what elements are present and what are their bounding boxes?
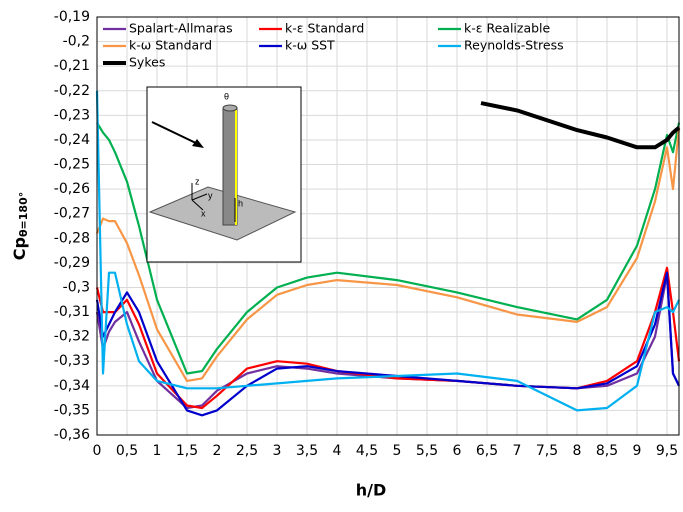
x-tick-label: 8,5 [596,443,618,459]
inset-label: θ [224,91,229,101]
x-tick-label: 2 [213,443,222,459]
y-tick-label: -0,21 [54,58,90,74]
legend-label: k-ω Standard [129,38,212,53]
inset: θ z y x h [146,86,302,263]
x-tick-label: 7,5 [536,443,558,459]
lines [95,90,681,417]
legend-label: Reynolds-Stress [464,38,564,53]
y-tick-label: -0,25 [54,157,90,173]
x-tick-label: 5,5 [416,443,438,459]
x-tick-label: 9,5 [656,443,678,459]
legend-label: Spalart-Allmaras [129,21,233,36]
y-tick-label: -0,34 [54,378,90,394]
inset-arrowhead [192,139,204,148]
x-tick-label: 4 [333,443,342,459]
x-tick-label: 1,5 [176,443,198,459]
y-tick-label: -0,29 [54,255,90,271]
y-tick-label: -0,3 [63,279,90,295]
y-tick-label: -0,32 [54,329,90,345]
inset-axis-x [191,199,204,211]
inset-arrow [151,121,201,146]
x-tick-label: 0 [93,443,102,459]
legend: Spalart-Allmaras k-ε Standard k-ε Realizab… [103,21,564,70]
plot-frame [96,16,680,436]
y-tick-label: -0,33 [54,353,90,369]
inset-label: h [238,198,243,208]
series-line [96,122,681,375]
x-tick-label: 2,5 [236,443,258,459]
x-axis-label: h/D [356,481,387,500]
inset-label: y [208,190,213,200]
inset-label: x [201,208,206,218]
x-tick-label: 3 [273,443,282,459]
y-label-sub: θ=180° [17,192,30,237]
x-tick-label: 8 [573,443,582,459]
y-tick-label: -0,36 [54,427,90,443]
x-tick-label: 3,5 [296,443,318,459]
y-tick-label: -0,23 [54,107,90,123]
inset-top [222,104,238,112]
legend-label: k-ω SST [285,38,335,53]
y-tick-label: -0,26 [54,181,90,197]
y-tick-label: -0,28 [54,230,90,246]
y-tick-label: -0,27 [54,206,90,222]
x-tick-label: 7 [513,443,522,459]
inset-axis-y [191,193,208,201]
x-tick-label: 9 [633,443,642,459]
x-tick-label: 1 [153,443,162,459]
legend-label: k-ε Realizable [464,21,551,36]
x-tick-label: 4,5 [356,443,378,459]
series-line [95,127,681,382]
y-axis-label: Cpθ=180° [10,192,31,260]
legend-label: Sykes [129,55,165,70]
y-tick-label: -0,22 [54,83,90,99]
inset-label: z [195,176,200,186]
series-line [95,90,680,412]
y-tick-label: -0,19 [54,9,90,25]
x-tick-label: 6 [453,443,462,459]
x-tick-label: 5 [393,443,402,459]
y-tick-label: -0,2 [63,34,90,50]
series-line [480,101,681,150]
legend-label: k-ε Standard [285,21,364,36]
series-line [95,266,681,410]
y-label-main: Cp [10,237,29,260]
series-line [95,271,680,417]
x-tick-label: 6,5 [476,443,498,459]
x-tick-label: 0,5 [116,443,138,459]
y-tick-label: -0,24 [54,132,90,148]
y-tick-label: -0,31 [54,304,90,320]
y-tick-label: -0,35 [54,402,90,418]
